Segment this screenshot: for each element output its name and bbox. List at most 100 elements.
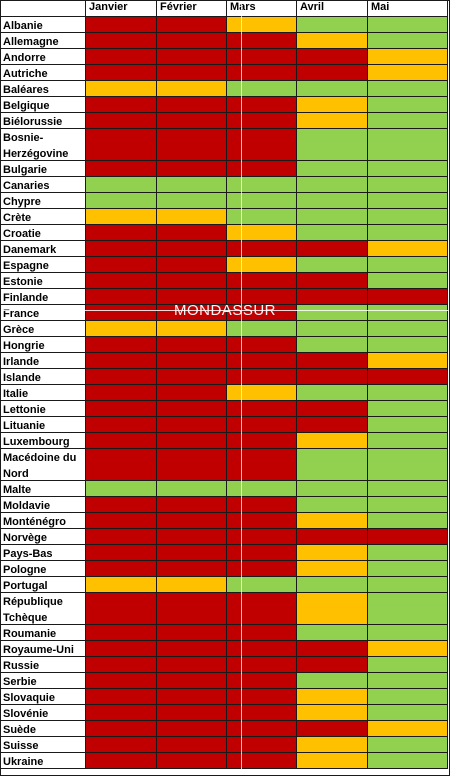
status-cell xyxy=(368,545,448,561)
status-cell xyxy=(86,161,157,177)
country-label: Albanie xyxy=(0,17,86,33)
status-cell xyxy=(297,545,368,561)
status-cell xyxy=(157,177,227,193)
status-cell xyxy=(297,497,368,513)
country-label: Espagne xyxy=(0,257,86,273)
status-cell xyxy=(368,321,448,337)
status-cell xyxy=(368,401,448,417)
status-cell xyxy=(86,33,157,49)
status-cell xyxy=(227,273,297,289)
status-cell xyxy=(157,657,227,673)
header-corner xyxy=(0,0,86,17)
status-cell xyxy=(157,33,227,49)
status-cell xyxy=(86,257,157,273)
status-cell xyxy=(157,753,227,769)
column-header: Janvier xyxy=(86,0,157,17)
status-cell xyxy=(297,193,368,209)
status-cell xyxy=(227,49,297,65)
status-cell xyxy=(227,193,297,209)
status-cell xyxy=(157,81,227,97)
status-cell xyxy=(86,209,157,225)
status-cell xyxy=(368,369,448,385)
status-cell xyxy=(227,353,297,369)
status-cell xyxy=(368,625,448,641)
country-label: Autriche xyxy=(0,65,86,81)
status-cell xyxy=(157,321,227,337)
status-cell xyxy=(297,721,368,737)
status-cell xyxy=(157,689,227,705)
status-cell xyxy=(368,753,448,769)
country-label: Bulgarie xyxy=(0,161,86,177)
status-cell xyxy=(297,257,368,273)
country-label: Ukraine xyxy=(0,753,86,769)
country-label: Canaries xyxy=(0,177,86,193)
status-cell xyxy=(368,689,448,705)
status-cell xyxy=(227,721,297,737)
status-cell xyxy=(227,497,297,513)
status-cell xyxy=(368,449,448,481)
status-cell xyxy=(368,721,448,737)
status-cell xyxy=(368,737,448,753)
status-cell xyxy=(297,577,368,593)
status-cell xyxy=(227,641,297,657)
status-cell xyxy=(157,129,227,161)
status-cell xyxy=(86,321,157,337)
status-cell xyxy=(157,673,227,689)
status-cell xyxy=(368,305,448,321)
country-label: Moldavie xyxy=(0,497,86,513)
status-cell xyxy=(368,497,448,513)
status-cell xyxy=(227,625,297,641)
status-cell xyxy=(86,481,157,497)
status-cell xyxy=(297,385,368,401)
status-cell xyxy=(368,289,448,305)
status-cell xyxy=(86,449,157,481)
status-cell xyxy=(297,369,368,385)
status-cell xyxy=(368,577,448,593)
status-cell xyxy=(368,225,448,241)
status-cell xyxy=(227,385,297,401)
country-label: Italie xyxy=(0,385,86,401)
status-cell xyxy=(157,161,227,177)
status-cell xyxy=(86,65,157,81)
status-cell xyxy=(86,417,157,433)
country-label: Bosnie-Herzégovine xyxy=(0,129,86,161)
status-cell xyxy=(227,33,297,49)
country-label: Irlande xyxy=(0,353,86,369)
status-cell xyxy=(157,241,227,257)
status-cell xyxy=(368,257,448,273)
status-cell xyxy=(227,337,297,353)
status-cell xyxy=(157,625,227,641)
status-cell xyxy=(368,513,448,529)
status-cell xyxy=(86,721,157,737)
status-cell xyxy=(297,561,368,577)
status-cell xyxy=(157,513,227,529)
status-cell xyxy=(297,33,368,49)
status-cell xyxy=(227,561,297,577)
status-cell xyxy=(227,417,297,433)
status-cell xyxy=(368,65,448,81)
status-cell xyxy=(297,513,368,529)
country-label: Pays-Bas xyxy=(0,545,86,561)
status-cell xyxy=(157,561,227,577)
status-cell xyxy=(227,577,297,593)
status-cell xyxy=(86,385,157,401)
status-cell xyxy=(86,561,157,577)
status-cell xyxy=(297,433,368,449)
status-cell xyxy=(157,225,227,241)
status-cell xyxy=(368,337,448,353)
status-cell xyxy=(227,177,297,193)
status-cell xyxy=(86,337,157,353)
status-cell xyxy=(297,81,368,97)
status-cell xyxy=(157,721,227,737)
status-cell xyxy=(157,305,227,321)
country-label: République Tchèque xyxy=(0,593,86,625)
status-cell xyxy=(368,481,448,497)
status-cell xyxy=(297,737,368,753)
status-cell xyxy=(297,705,368,721)
country-label: Biélorussie xyxy=(0,113,86,129)
status-cell xyxy=(297,689,368,705)
status-cell xyxy=(157,193,227,209)
status-cell xyxy=(297,449,368,481)
status-cell xyxy=(368,177,448,193)
status-cell xyxy=(157,497,227,513)
